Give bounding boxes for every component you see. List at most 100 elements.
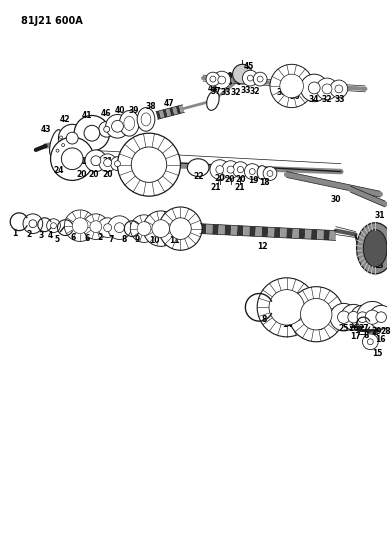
Circle shape [269, 289, 305, 325]
Circle shape [322, 84, 332, 94]
Polygon shape [286, 228, 293, 238]
Text: 38: 38 [145, 102, 156, 111]
Circle shape [51, 223, 56, 229]
Ellipse shape [141, 113, 151, 126]
Circle shape [111, 157, 124, 171]
Ellipse shape [357, 223, 392, 274]
Text: 28: 28 [381, 327, 391, 336]
Text: 1: 1 [13, 229, 18, 238]
Text: 9: 9 [134, 235, 140, 244]
Text: 12: 12 [257, 242, 267, 251]
Circle shape [170, 218, 191, 239]
Text: 31: 31 [375, 211, 385, 220]
Ellipse shape [207, 91, 219, 110]
Circle shape [351, 305, 374, 329]
Text: 22: 22 [193, 172, 203, 181]
Circle shape [341, 304, 367, 330]
Circle shape [237, 166, 243, 173]
Circle shape [210, 160, 230, 180]
Circle shape [232, 161, 248, 177]
Circle shape [369, 305, 392, 329]
Text: 33: 33 [240, 86, 250, 95]
Circle shape [74, 116, 110, 151]
Text: 2: 2 [97, 233, 102, 242]
Circle shape [118, 133, 180, 196]
Text: 20: 20 [214, 174, 225, 183]
Circle shape [289, 287, 344, 342]
Text: 29: 29 [371, 327, 381, 336]
Text: 30: 30 [330, 195, 341, 204]
Circle shape [210, 76, 216, 82]
Text: 41: 41 [82, 111, 92, 120]
Circle shape [51, 137, 94, 180]
Text: 27: 27 [358, 325, 369, 334]
Polygon shape [206, 224, 213, 234]
Circle shape [357, 302, 388, 333]
Ellipse shape [120, 110, 139, 136]
Polygon shape [305, 229, 312, 239]
Polygon shape [317, 230, 324, 240]
Polygon shape [163, 109, 168, 118]
Circle shape [367, 339, 373, 345]
Text: 16: 16 [375, 335, 385, 344]
Circle shape [309, 82, 320, 94]
Text: 8: 8 [364, 332, 369, 341]
Polygon shape [329, 230, 336, 240]
Circle shape [249, 168, 255, 174]
Circle shape [335, 85, 343, 93]
Polygon shape [166, 108, 171, 117]
Polygon shape [156, 111, 161, 119]
Text: 8: 8 [122, 235, 127, 244]
Polygon shape [280, 228, 287, 238]
Polygon shape [231, 225, 238, 236]
Circle shape [213, 71, 230, 89]
Circle shape [222, 161, 240, 179]
Text: 35: 35 [287, 90, 298, 99]
Text: 21: 21 [102, 157, 113, 166]
Circle shape [280, 74, 303, 98]
Polygon shape [200, 224, 207, 234]
Polygon shape [176, 106, 181, 114]
Circle shape [91, 156, 101, 166]
Circle shape [99, 154, 116, 172]
Text: 46: 46 [100, 109, 111, 118]
Text: 37: 37 [211, 87, 221, 96]
Text: 81J21 600A: 81J21 600A [21, 16, 83, 26]
Circle shape [216, 166, 224, 174]
Polygon shape [218, 224, 225, 235]
Circle shape [365, 310, 379, 324]
Text: 25: 25 [339, 325, 349, 334]
Circle shape [106, 115, 129, 138]
Circle shape [257, 76, 263, 82]
Text: 13: 13 [373, 261, 383, 270]
Circle shape [90, 221, 102, 232]
Circle shape [363, 334, 378, 350]
Circle shape [348, 311, 359, 323]
Circle shape [60, 136, 63, 139]
Circle shape [267, 171, 273, 176]
Ellipse shape [49, 130, 62, 156]
Circle shape [227, 166, 234, 173]
Circle shape [330, 303, 358, 331]
Text: 23: 23 [142, 174, 152, 183]
Circle shape [72, 218, 88, 233]
Polygon shape [159, 110, 165, 118]
Circle shape [104, 126, 110, 132]
Text: 44: 44 [208, 84, 218, 93]
Circle shape [357, 312, 368, 322]
Text: 14: 14 [282, 320, 293, 328]
Circle shape [330, 80, 348, 98]
Text: 21: 21 [211, 183, 221, 192]
Circle shape [84, 125, 100, 141]
Polygon shape [323, 230, 330, 240]
Ellipse shape [124, 116, 135, 131]
Circle shape [316, 78, 338, 100]
Polygon shape [237, 225, 243, 236]
Text: 8: 8 [261, 314, 267, 324]
Circle shape [301, 298, 332, 330]
Circle shape [29, 220, 37, 228]
Circle shape [99, 122, 114, 137]
Circle shape [206, 72, 220, 86]
Circle shape [47, 219, 60, 232]
Circle shape [270, 64, 313, 108]
